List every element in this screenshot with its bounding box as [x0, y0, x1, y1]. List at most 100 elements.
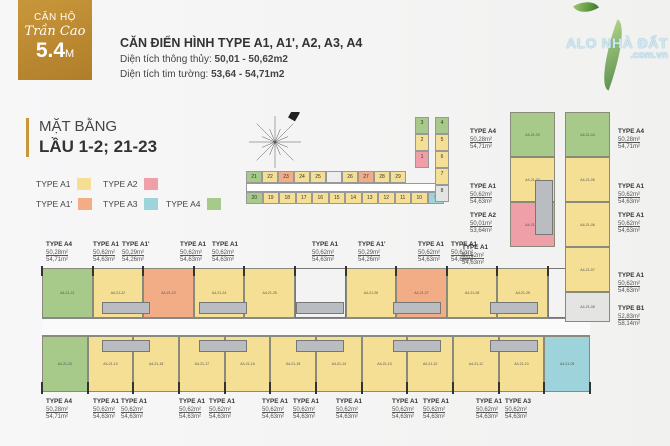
usable-area: 50,62m²: [121, 406, 144, 413]
unit-code: A4-21-02: [525, 177, 540, 182]
key-plan-unit: 10: [411, 192, 428, 204]
usable-area: 50,28m²: [46, 406, 69, 413]
corridor: [42, 318, 590, 336]
unit-code: A4-21-28: [464, 291, 480, 295]
unit-area-label: TYPE B1 52,83m² 58,14m²: [618, 305, 644, 329]
wall-area: 54,63m²: [618, 199, 641, 205]
partition-wall: [178, 382, 180, 394]
apartment-unit: A4-21-21: [42, 268, 93, 318]
compass-ray: [274, 123, 294, 143]
unit-type: TYPE A1: [93, 241, 120, 248]
apartment-unit: A4-21-05: [565, 157, 610, 202]
key-plan-unit: 16: [312, 192, 329, 204]
unit-area-label: TYPE A1' 50,29m² 54,26m²: [122, 241, 150, 265]
lightwell: [199, 340, 247, 352]
usable-area: 50,62m²: [470, 191, 493, 198]
badge-line1: CĂN HỘ: [34, 12, 76, 23]
wall-area: 54,63m²: [451, 257, 474, 263]
key-plan-unit: 14: [345, 192, 362, 204]
wall-area: 54,71m²: [618, 144, 641, 150]
unit-type: TYPE B1: [618, 305, 645, 312]
unit-type: TYPE A1: [93, 398, 120, 405]
unit-code: A4-21-14: [331, 362, 347, 366]
unit-area-label: TYPE A1 50,62m² 54,63m²: [462, 244, 488, 268]
usable-area: 50,28m²: [618, 136, 641, 143]
unit-area-label: TYPE A4 50,28m² 54,71m²: [618, 128, 644, 152]
usable-area: 50,62m²: [392, 406, 415, 413]
ceiling-height-badge: CĂN HỘ Trần Cao 5.4M: [18, 0, 92, 80]
unit-area-label: TYPE A1 50,62m² 54,63m²: [180, 241, 206, 265]
unit-type: TYPE A1: [462, 244, 489, 251]
partition-wall: [406, 382, 409, 394]
unit-area-label: TYPE A1 50,62m² 54,63m²: [209, 398, 235, 422]
compass-ray: [274, 141, 294, 161]
legend-item: TYPE A4: [166, 198, 221, 210]
unit-code: A4-21-01: [525, 222, 540, 227]
unit-area-label: TYPE A1 50,62m² 54,63m²: [179, 398, 205, 422]
usable-area: 50,28m²: [46, 249, 69, 256]
partition-wall: [91, 266, 94, 276]
partition-wall: [344, 266, 347, 276]
usable-area: 50,62m²: [618, 280, 641, 287]
unit-area-label: TYPE A1 50,62m² 54,63m²: [293, 398, 319, 422]
compass-ray: [256, 123, 276, 143]
unit-code: A4-21-05: [580, 177, 595, 182]
unit-area-label: TYPE A1 50,62m² 54,63m²: [470, 183, 496, 207]
wall-area: 58,14m²: [618, 321, 641, 327]
key-plan-unit: 29: [390, 171, 406, 183]
partition-wall: [445, 266, 448, 276]
key-plan-unit: 20: [246, 192, 263, 204]
usable-area: 50,62m²: [93, 406, 116, 413]
unit-type: TYPE A1: [476, 398, 503, 405]
key-plan-unit: 13: [361, 192, 378, 204]
unit-code: A4-21-15: [285, 362, 301, 366]
header-title: CĂN ĐIỂN HÌNH TYPE A1, A1', A2, A3, A4: [120, 36, 363, 50]
key-plan-unit: 8: [435, 185, 449, 202]
unit-type: TYPE A1: [423, 398, 450, 405]
wall-area: 54,63m²: [262, 414, 285, 420]
unit-type: TYPE A1: [293, 398, 320, 405]
unit-code: A4-21-27: [414, 291, 429, 295]
compass-ray: [269, 128, 276, 143]
unit-type: TYPE A1: [618, 183, 645, 190]
unit-code: A4-21-23: [161, 291, 176, 295]
wall-area: 54,71m²: [46, 414, 69, 420]
unit-code: A4-21-13: [377, 362, 392, 366]
partition-wall: [543, 382, 546, 394]
unit-code: A4-21-17: [194, 362, 210, 366]
apartment-unit: A4-21-09: [544, 336, 590, 392]
unit-type: TYPE A1': [358, 241, 386, 248]
wall-area: Diện tích tim tường: 53,64 - 54,71m2: [120, 69, 285, 80]
legend-label: TYPE A2: [103, 179, 138, 189]
wall-area: 54,63m²: [462, 260, 485, 266]
unit-type: TYPE A1: [209, 398, 236, 405]
partition-wall: [496, 266, 499, 276]
partition-wall: [41, 266, 43, 276]
usable-area: 50,62m²: [418, 249, 441, 256]
key-plan-unit: 12: [378, 192, 395, 204]
usable-area: Diện tích thông thủy: 50,01 - 50,62m2: [120, 54, 288, 65]
unit-type: TYPE A1: [451, 241, 478, 248]
wall-area: 54,26m²: [358, 257, 381, 263]
unit-area-label: TYPE A1 50,62m² 54,63m²: [451, 241, 477, 265]
usable-area: 50,62m²: [180, 249, 203, 256]
key-plan-unit: 23: [278, 171, 294, 183]
unit-area-label: TYPE A1 50,62m² 54,63m²: [93, 241, 119, 265]
usable-area: 50,62m²: [312, 249, 335, 256]
wall-area: 54,63m²: [423, 414, 446, 420]
unit-area-label: TYPE A1 50,62m² 54,63m²: [336, 398, 362, 422]
legend-swatch: [143, 178, 158, 190]
legend-item: TYPE A2: [103, 178, 158, 190]
legend-swatch: [206, 198, 221, 210]
usable-area: 50,62m²: [336, 406, 359, 413]
key-plan-unit: 19: [262, 192, 279, 204]
usable-area: 50,62m²: [423, 406, 446, 413]
unit-code: A4-21-24: [211, 291, 227, 295]
usable-area: 50,62m²: [462, 252, 485, 259]
key-plan-unit: 21: [246, 171, 262, 183]
unit-area-label: TYPE A4 50,28m² 54,71m²: [470, 128, 496, 152]
unit-area-label: TYPE A1 50,62m² 54,63m²: [618, 212, 644, 236]
partition-wall: [360, 382, 363, 394]
usable-area: 50,28m²: [470, 136, 493, 143]
